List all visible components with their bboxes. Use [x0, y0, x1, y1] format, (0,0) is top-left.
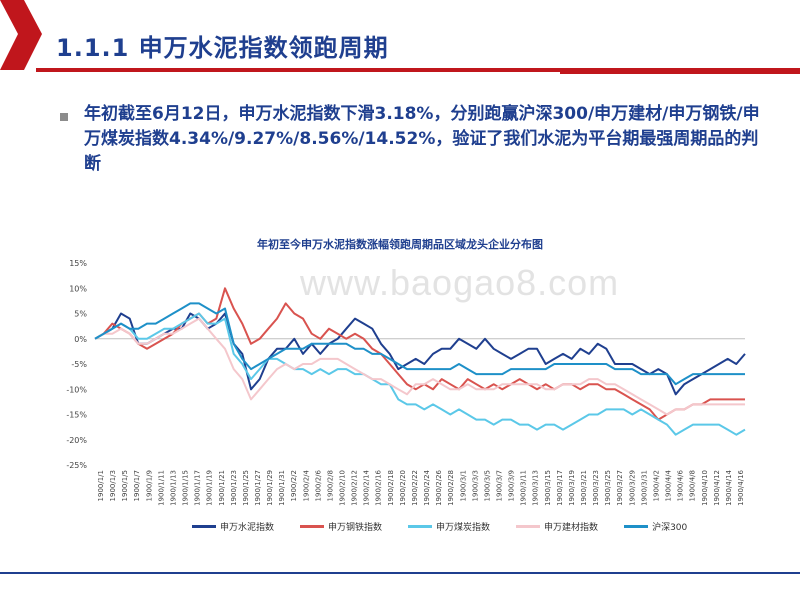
legend-label: 申万钢铁指数 — [328, 523, 383, 533]
x-tick-label: 1900/1/19 — [206, 470, 214, 506]
x-tick-label: 1900/3/17 — [556, 470, 564, 506]
x-tick-label: 1900/2/12 — [351, 470, 359, 506]
x-tick-label: 1900/2/8 — [326, 470, 334, 501]
series-line-0 — [94, 312, 746, 396]
line-chart: 15% 10% 5% 0% -5% -10% -15% -20% -25% 1900/1/1 190… — [66, 259, 746, 506]
x-tick-label: 1900/2/28 — [447, 470, 455, 506]
x-tick-label: 1900/2/16 — [375, 469, 383, 505]
x-tick-label: 1900/3/31 — [640, 470, 648, 506]
x-tick-label: 1900/3/13 — [532, 470, 540, 506]
legend-item-building-materials: 申万建材指数 — [516, 520, 598, 533]
x-tick-label: 1900/1/7 — [133, 470, 141, 501]
legend-label: 申万建材指数 — [544, 523, 599, 533]
x-tick-label: 1900/1/3 — [109, 470, 117, 501]
series-line-4 — [94, 302, 745, 386]
x-tick-label: 1900/3/23 — [592, 470, 600, 506]
watermark: www.baogao8.com — [300, 262, 620, 303]
legend-item-coal: 申万煤炭指数 — [408, 520, 490, 533]
x-tick-label: 1900/2/20 — [399, 470, 407, 506]
x-tick-label: 1900/3/27 — [616, 470, 624, 506]
legend-label: 申万煤炭指数 — [436, 523, 491, 533]
x-tick-label: 1900/2/22 — [411, 470, 419, 506]
x-tick-label: 1900/2/10 — [339, 470, 347, 506]
legend-swatch — [516, 525, 541, 528]
x-tick-label: 1900/1/11 — [157, 470, 165, 506]
y-tick-label: -10% — [66, 385, 87, 394]
x-tick-label: 1900/1/25 — [242, 470, 250, 506]
legend-swatch — [300, 525, 325, 528]
x-tick-label: 1900/2/18 — [387, 470, 395, 506]
x-tick-label: 1900/1/9 — [145, 470, 153, 501]
chart-title: 年初至今申万水泥指数涨幅领跑周期品区域龙头企业分布图 — [257, 238, 543, 251]
legend-item-hs300: 沪深300 — [624, 520, 687, 533]
x-tick-label: 1900/1/15 — [182, 470, 190, 506]
x-tick-label: 1900/3/3 — [471, 470, 479, 501]
legend-label: 申万水泥指数 — [220, 523, 275, 533]
y-tick-label: -5% — [71, 360, 87, 369]
x-tick-label: 1900/1/29 — [266, 470, 274, 506]
x-tick-label: 1900/3/9 — [508, 470, 516, 501]
title-underline — [36, 68, 800, 72]
y-tick-label: 10% — [69, 284, 87, 293]
x-tick-label: 1900/1/17 — [194, 470, 202, 506]
x-tick-label: 1900/3/29 — [628, 470, 636, 506]
x-tick-label: 1900/3/1 — [459, 470, 467, 501]
x-tick-label: 1900/2/14 — [363, 469, 371, 505]
x-tick-label: 1900/2/26 — [435, 469, 443, 505]
x-tick-label: 1900/4/10 — [701, 470, 709, 506]
x-tick-label: 1900/2/4 — [302, 469, 310, 501]
legend-item-cement: 申万水泥指数 — [192, 520, 274, 533]
footer-rule — [0, 572, 800, 574]
x-tick-label: 1900/3/7 — [495, 470, 503, 501]
corner-arrow-decoration — [0, 0, 42, 70]
title-underline-accent — [560, 72, 800, 74]
x-tick-label: 1900/1/13 — [169, 470, 177, 506]
x-tick-label: 1900/1/5 — [121, 470, 129, 501]
x-tick-label: 1900/3/5 — [483, 470, 491, 501]
x-tick-label: 1900/2/24 — [423, 469, 431, 505]
x-tick-label: 1900/4/14 — [725, 469, 733, 505]
bullet-square-icon — [60, 113, 68, 121]
series-line-3 — [94, 317, 745, 416]
x-tick-label: 1900/2/6 — [314, 469, 322, 501]
y-tick-label: 5% — [74, 310, 87, 319]
legend-swatch — [624, 525, 649, 528]
x-tick-label: 1900/3/21 — [580, 470, 588, 506]
x-tick-label: 1900/4/16 — [737, 469, 745, 505]
x-tick-label: 1900/4/2 — [652, 470, 660, 501]
x-tick-label: 1900/4/12 — [713, 470, 721, 506]
page-title: 1.1.1 申万水泥指数领跑周期 — [56, 34, 389, 62]
y-tick-label: -20% — [66, 436, 87, 445]
x-tick-label: 1900/1/23 — [230, 470, 238, 506]
series-line-2 — [94, 312, 746, 436]
chart-legend: 申万水泥指数 申万钢铁指数 申万煤炭指数 申万建材指数 沪深300 — [192, 520, 713, 533]
y-tick-label: -15% — [66, 411, 87, 420]
y-tick-label: -25% — [66, 461, 87, 470]
x-tick-label: 1900/2/2 — [290, 470, 298, 501]
series-line-1 — [94, 287, 745, 421]
legend-swatch — [408, 525, 433, 528]
x-tick-label: 1900/4/8 — [689, 470, 697, 501]
x-tick-label: 1900/3/19 — [568, 470, 576, 506]
legend-label: 沪深300 — [652, 523, 688, 533]
y-tick-label: 15% — [69, 259, 87, 268]
x-tick-label: 1900/1/27 — [254, 470, 262, 506]
x-tick-label: 1900/1/21 — [218, 470, 226, 506]
bullet-text: 年初截至6月12日，申万水泥指数下滑3.18%，分别跑赢沪深300/申万建材/申… — [84, 104, 760, 174]
x-tick-label: 1900/3/25 — [604, 470, 612, 506]
legend-swatch — [192, 525, 216, 528]
x-tick-label: 1900/3/11 — [520, 470, 528, 506]
x-tick-label: 1900/3/15 — [544, 470, 552, 506]
x-tick-label: 1900/1/31 — [278, 470, 286, 506]
legend-item-steel: 申万钢铁指数 — [300, 520, 382, 533]
y-tick-label: 0% — [74, 335, 87, 344]
x-tick-label: 1900/1/1 — [97, 470, 105, 501]
x-tick-label: 1900/4/4 — [665, 469, 673, 501]
x-tick-label: 1900/4/6 — [677, 469, 685, 501]
